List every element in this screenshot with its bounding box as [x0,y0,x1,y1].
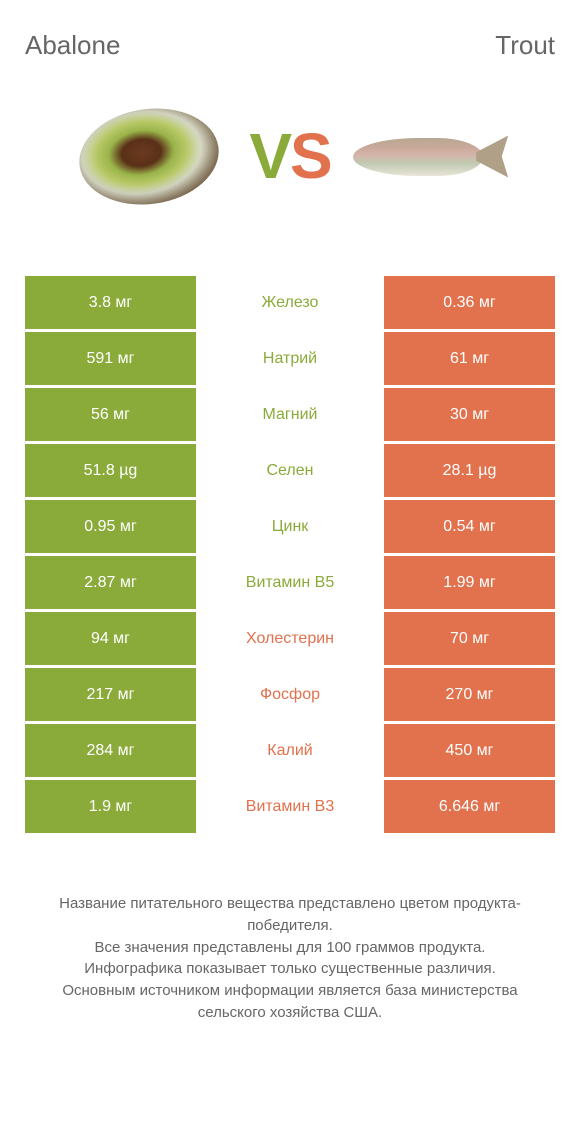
footer-line: Название питательного вещества представл… [35,893,545,937]
nutrient-row: 0.95 мгЦинк0.54 мг [25,500,555,553]
footer-line: Инфографика показывает только существенн… [35,958,545,980]
footer-line: Все значения представлены для 100 граммо… [35,937,545,959]
left-value-cell: 56 мг [25,388,196,441]
nutrient-label-cell: Фосфор [196,668,384,721]
left-value-cell: 51.8 µg [25,444,196,497]
nutrient-row: 94 мгХолестерин70 мг [25,612,555,665]
nutrient-label-cell: Витамин B5 [196,556,384,609]
footer-line: Основным источником информации является … [35,980,545,1024]
left-value-cell: 284 мг [25,724,196,777]
nutrient-label-cell: Магний [196,388,384,441]
left-value-cell: 591 мг [25,332,196,385]
trout-image [351,96,511,216]
header-left-title: Abalone [25,30,120,61]
nutrient-row: 2.87 мгВитамин B51.99 мг [25,556,555,609]
right-value-cell: 70 мг [384,612,555,665]
nutrient-label-cell: Калий [196,724,384,777]
nutrient-row: 3.8 мгЖелезо0.36 мг [25,276,555,329]
right-value-cell: 6.646 мг [384,780,555,833]
nutrient-row: 51.8 µgСелен28.1 µg [25,444,555,497]
nutrient-table: 3.8 мгЖелезо0.36 мг591 мгНатрий61 мг56 м… [25,276,555,833]
nutrient-row: 1.9 мгВитамин B36.646 мг [25,780,555,833]
vs-v: V [249,120,290,192]
nutrient-row: 217 мгФосфор270 мг [25,668,555,721]
nutrient-row: 56 мгМагний30 мг [25,388,555,441]
left-value-cell: 2.87 мг [25,556,196,609]
left-value-cell: 1.9 мг [25,780,196,833]
nutrient-label-cell: Цинк [196,500,384,553]
nutrient-row: 591 мгНатрий61 мг [25,332,555,385]
right-value-cell: 450 мг [384,724,555,777]
vs-row: VS [25,96,555,216]
footer-notes: Название питательного вещества представл… [25,893,555,1024]
nutrient-label-cell: Витамин B3 [196,780,384,833]
left-value-cell: 3.8 мг [25,276,196,329]
abalone-image [69,96,229,216]
left-value-cell: 0.95 мг [25,500,196,553]
left-value-cell: 94 мг [25,612,196,665]
header-row: Abalone Trout [25,30,555,61]
nutrient-label-cell: Натрий [196,332,384,385]
right-value-cell: 1.99 мг [384,556,555,609]
right-value-cell: 0.54 мг [384,500,555,553]
nutrient-label-cell: Селен [196,444,384,497]
right-value-cell: 28.1 µg [384,444,555,497]
nutrient-label-cell: Железо [196,276,384,329]
right-value-cell: 0.36 мг [384,276,555,329]
nutrient-label-cell: Холестерин [196,612,384,665]
right-value-cell: 30 мг [384,388,555,441]
vs-label: VS [249,119,330,193]
left-value-cell: 217 мг [25,668,196,721]
right-value-cell: 61 мг [384,332,555,385]
header-right-title: Trout [495,30,555,61]
right-value-cell: 270 мг [384,668,555,721]
nutrient-row: 284 мгКалий450 мг [25,724,555,777]
vs-s: S [290,120,331,192]
